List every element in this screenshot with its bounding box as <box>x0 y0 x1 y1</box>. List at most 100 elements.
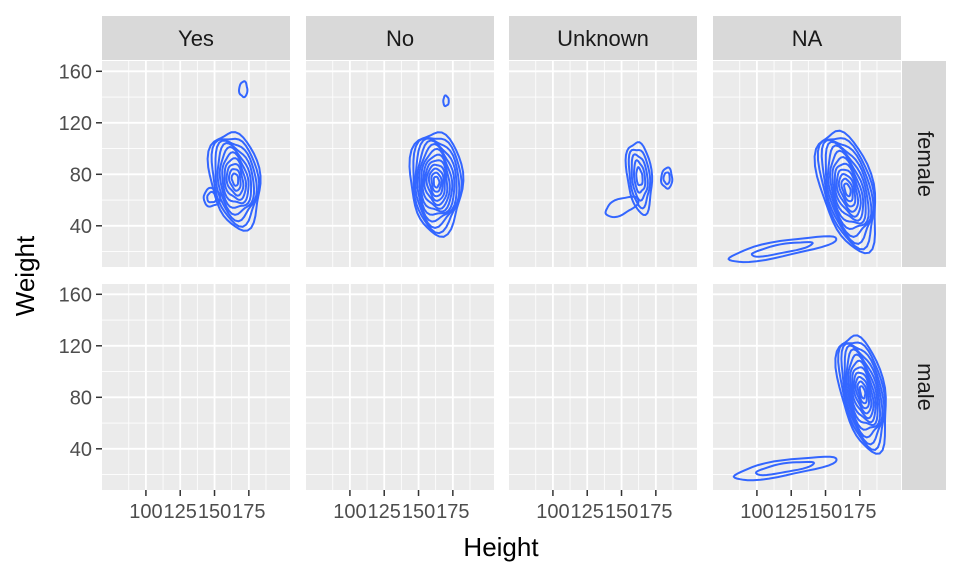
density-contour-line <box>228 168 242 192</box>
contour-group <box>408 94 465 238</box>
density-contour-line <box>442 94 450 108</box>
panel-background <box>102 284 290 490</box>
x-tick-label: 175 <box>436 501 469 523</box>
strip-label: Unknown <box>557 26 649 51</box>
x-tick-label: 175 <box>232 501 265 523</box>
density-contour-line <box>414 137 461 230</box>
density-contour-line <box>820 139 875 245</box>
strip-label: male <box>913 363 938 411</box>
density-contour-line <box>202 186 222 208</box>
density-contour-line <box>216 141 255 216</box>
x-tick-label: 125 <box>571 501 604 523</box>
contour-group <box>604 141 674 219</box>
density-contour-line <box>421 153 451 210</box>
density-contour-line <box>627 148 652 210</box>
density-contour-line <box>662 171 671 186</box>
density-contour-line <box>732 455 838 482</box>
density-contour-line <box>225 162 245 197</box>
strip-yes <box>102 16 290 60</box>
x-tick-label: 150 <box>198 501 231 523</box>
strip-label: female <box>913 131 938 197</box>
density-contour-line <box>230 172 240 187</box>
density-contour-line <box>432 175 441 189</box>
density-contour-line <box>223 157 248 201</box>
strip-unknown <box>509 16 697 60</box>
strip-layer: Yes No Unknown NA female male <box>102 16 946 490</box>
density-contour-line <box>633 159 647 194</box>
density-contour-line <box>750 241 814 258</box>
panel-no-female <box>306 61 494 267</box>
density-contour-line <box>214 139 258 223</box>
x-tick-label: 100 <box>740 501 773 523</box>
density-contour-line <box>604 195 640 219</box>
panel-na-female <box>713 61 901 267</box>
panel-no-male <box>306 284 494 490</box>
density-contour-line <box>659 166 674 190</box>
strip-no <box>306 16 494 60</box>
density-contour-line <box>837 172 857 208</box>
density-contour-line <box>831 155 865 222</box>
density-contour-line <box>206 131 262 232</box>
density-contour-line <box>635 166 644 187</box>
strip-na <box>713 16 901 60</box>
x-tick-label: 125 <box>775 501 808 523</box>
panel-unknown-female <box>509 61 697 267</box>
x-tick-label: 150 <box>402 501 435 523</box>
x-tick-label: 175 <box>639 501 672 523</box>
density-contour-line <box>427 167 445 198</box>
panel-background <box>509 61 697 267</box>
strip-male <box>902 284 946 490</box>
x-tick-label: 100 <box>536 501 569 523</box>
density-contour-line <box>218 145 253 209</box>
density-contour-line <box>854 375 871 410</box>
density-contour-line <box>210 137 261 228</box>
x-tick-label: 150 <box>605 501 638 523</box>
x-tick-label: 100 <box>333 501 366 523</box>
density-contour-line <box>856 380 868 405</box>
density-contour-line <box>843 344 884 439</box>
panel-background <box>102 61 290 267</box>
density-contour-line <box>206 190 218 204</box>
density-contour-line <box>813 129 877 255</box>
y-tick-label: 120 <box>59 113 92 135</box>
x-tick-label: 100 <box>129 501 162 523</box>
density-contour-line <box>834 334 887 455</box>
density-contour-line <box>420 147 454 213</box>
density-contour-line <box>858 385 867 400</box>
x-tick-label: 125 <box>164 501 197 523</box>
density-contour-line <box>237 80 249 99</box>
y-tick-label: 160 <box>59 61 92 83</box>
y-tick-label: 120 <box>59 336 92 358</box>
density-contour-line <box>850 366 875 420</box>
density-contour-line <box>630 153 649 202</box>
density-contour-line <box>816 137 876 251</box>
density-contour-line <box>430 171 443 193</box>
panel-background <box>306 61 494 267</box>
y-tick-label: 80 <box>70 164 92 186</box>
panel-background <box>713 61 901 267</box>
strip-label: NA <box>792 26 823 51</box>
panel-na-male <box>713 284 901 490</box>
panel-unknown-male <box>509 284 697 490</box>
density-contour-line <box>408 131 465 238</box>
x-tick-label: 175 <box>843 501 876 523</box>
density-contour-line <box>412 136 463 235</box>
y-tick-label: 40 <box>70 216 92 238</box>
density-contour-line <box>833 162 862 218</box>
panel-yes-female <box>102 61 290 267</box>
strip-female <box>902 61 946 267</box>
contour-group <box>202 80 262 232</box>
density-contour-line <box>852 371 873 415</box>
density-contour-line <box>624 141 654 217</box>
contour-group <box>732 334 887 482</box>
density-contour-line <box>727 235 838 264</box>
density-contour-line <box>754 460 816 477</box>
density-contour-line <box>828 149 867 225</box>
panel-background <box>306 284 494 490</box>
density-contour-line <box>843 182 852 198</box>
density-contour-line <box>847 353 879 427</box>
density-contour-line <box>824 140 873 238</box>
density-contour-line <box>837 341 887 451</box>
